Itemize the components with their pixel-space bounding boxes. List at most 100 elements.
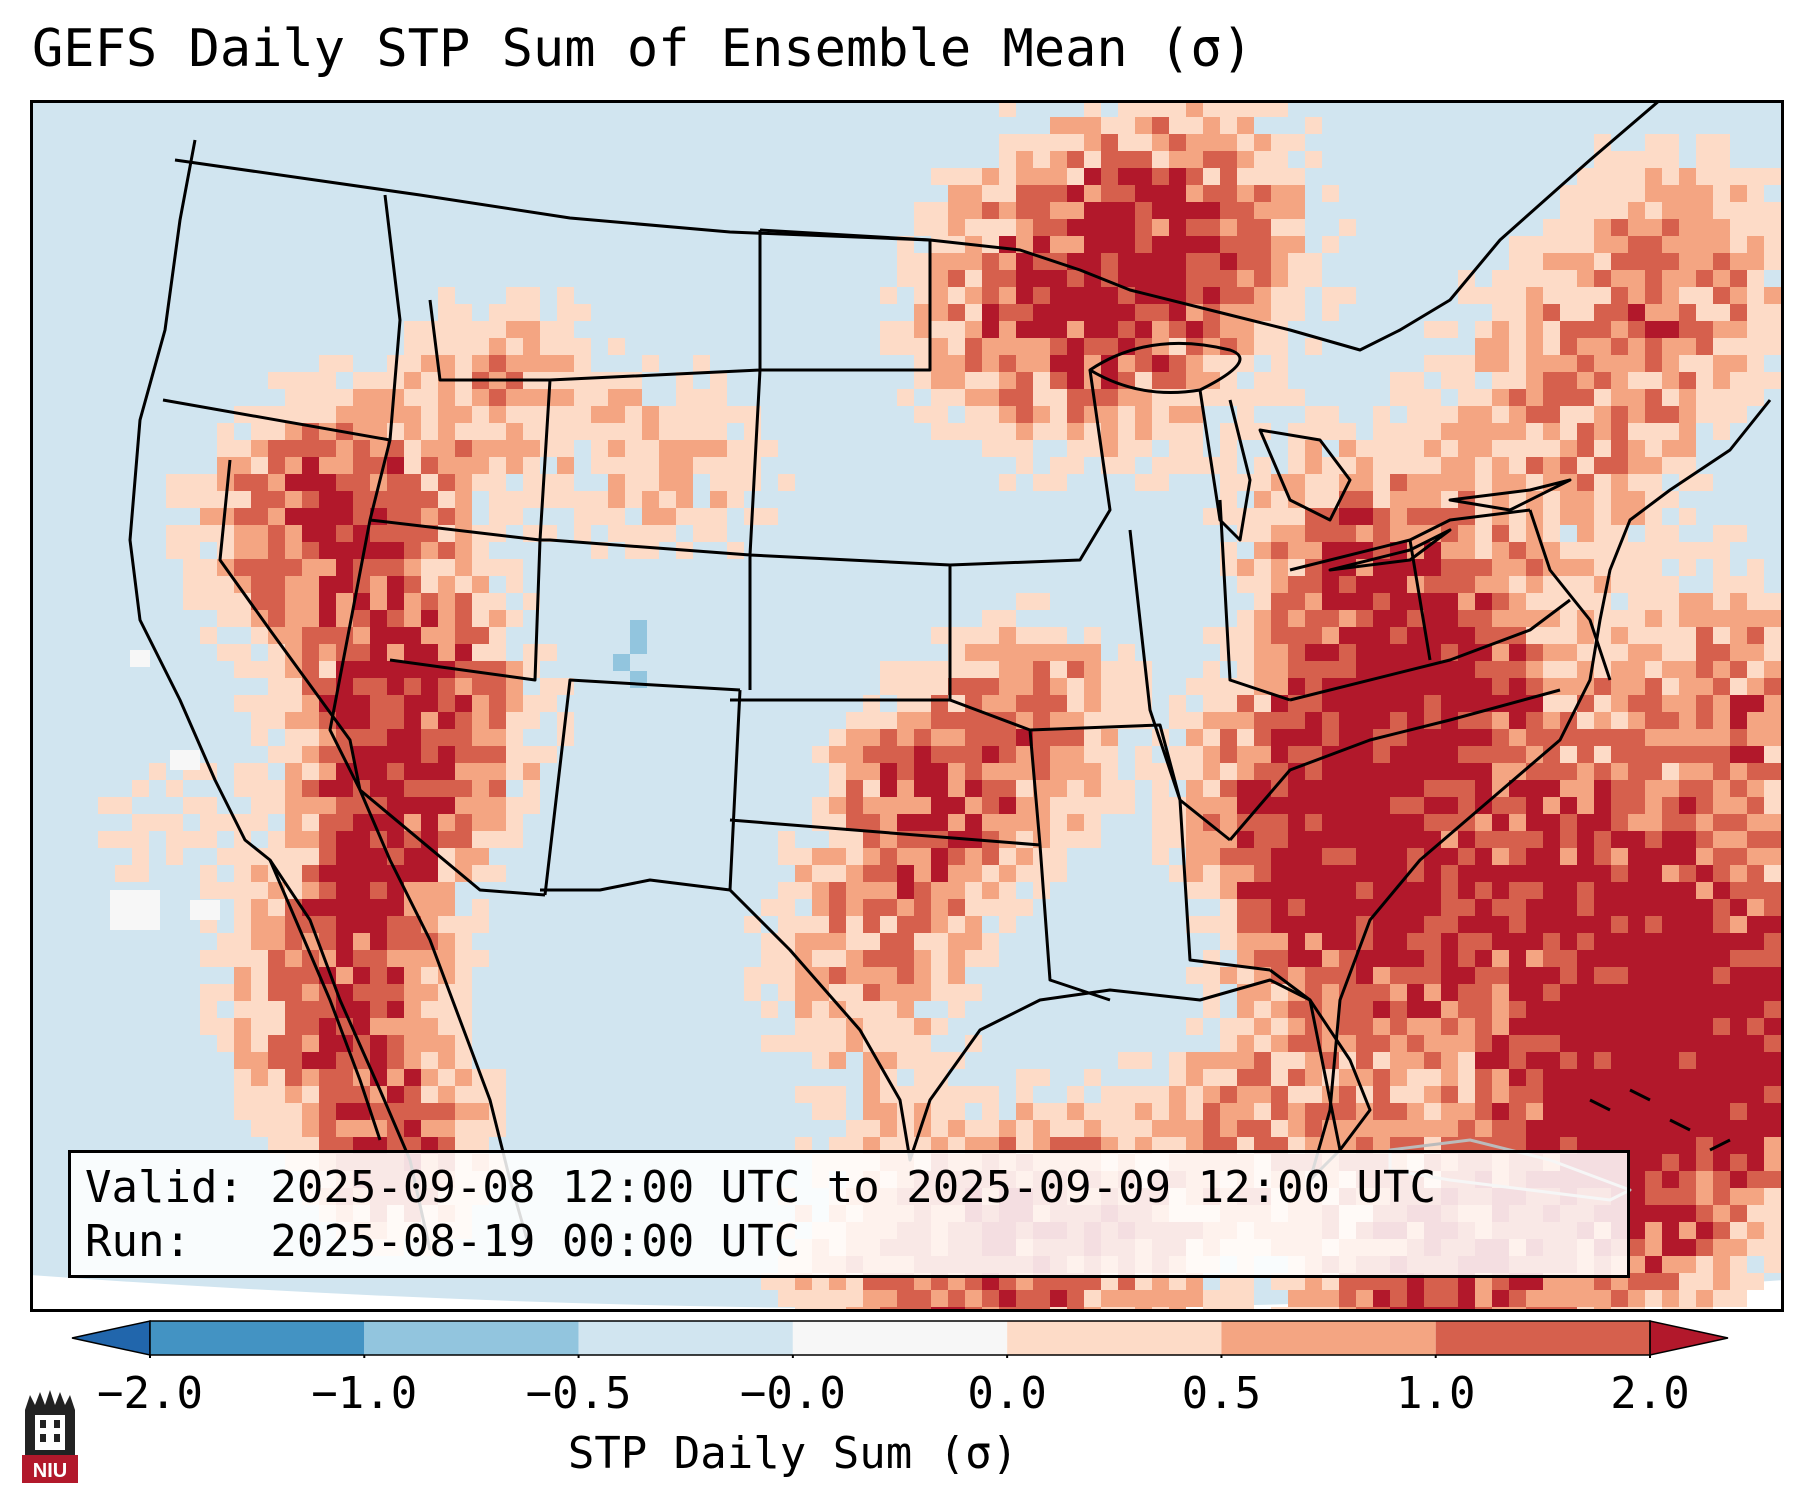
- anomaly-cell: [948, 814, 965, 831]
- anomaly-cell: [1152, 763, 1169, 780]
- anomaly-cell: [1424, 1052, 1441, 1069]
- anomaly-cell: [1577, 185, 1594, 202]
- anomaly-cell: [1492, 270, 1509, 287]
- anomaly-cell: [1747, 678, 1764, 695]
- anomaly-cell: [1509, 559, 1526, 576]
- anomaly-cell: [1679, 627, 1696, 644]
- anomaly-cell: [778, 1290, 795, 1307]
- anomaly-cell: [1696, 1035, 1713, 1052]
- anomaly-cell: [982, 440, 999, 457]
- anomaly-cell: [1509, 1103, 1526, 1120]
- anomaly-cell: [1016, 814, 1033, 831]
- anomaly-cell: [914, 253, 931, 270]
- anomaly-cell: [948, 219, 965, 236]
- anomaly-cell: [1764, 814, 1781, 831]
- anomaly-cell: [285, 780, 302, 797]
- anomaly-cell: [1764, 1120, 1781, 1137]
- anomaly-cell: [251, 1069, 268, 1086]
- anomaly-cell: [1594, 1069, 1611, 1086]
- anomaly-cell: [1084, 763, 1101, 780]
- anomaly-cell: [948, 661, 965, 678]
- anomaly-cell: [1696, 678, 1713, 695]
- anomaly-cell: [608, 338, 625, 355]
- anomaly-cell: [336, 1069, 353, 1086]
- anomaly-cell: [302, 695, 319, 712]
- anomaly-cell: [387, 950, 404, 967]
- anomaly-cell: [1577, 950, 1594, 967]
- anomaly-cell: [863, 1086, 880, 1103]
- anomaly-cell: [1424, 1018, 1441, 1035]
- anomaly-cell: [319, 593, 336, 610]
- anomaly-cell: [1339, 576, 1356, 593]
- anomaly-cell: [1033, 406, 1050, 423]
- anomaly-cell: [438, 423, 455, 440]
- anomaly-cell: [1407, 644, 1424, 661]
- anomaly-cell: [1747, 270, 1764, 287]
- anomaly-cell: [1458, 423, 1475, 440]
- anomaly-cell: [166, 474, 183, 491]
- anomaly-cell: [1254, 168, 1271, 185]
- anomaly-cell: [1509, 831, 1526, 848]
- anomaly-cell: [557, 406, 574, 423]
- anomaly-cell: [1016, 1069, 1033, 1086]
- anomaly-cell: [285, 491, 302, 508]
- anomaly-cell: [1016, 678, 1033, 695]
- anomaly-cell: [1594, 355, 1611, 372]
- anomaly-cell: [1730, 661, 1747, 678]
- anomaly-cell: [1237, 219, 1254, 236]
- anomaly-cell: [1356, 899, 1373, 916]
- anomaly-cell: [897, 967, 914, 984]
- anomaly-cell: [1322, 287, 1339, 304]
- anomaly-cell: [1560, 287, 1577, 304]
- anomaly-cell: [404, 967, 421, 984]
- anomaly-cell: [1254, 610, 1271, 627]
- anomaly-cell: [1577, 474, 1594, 491]
- anomaly-cell: [1560, 814, 1577, 831]
- anomaly-cell: [1679, 1188, 1696, 1205]
- anomaly-cell: [1577, 797, 1594, 814]
- anomaly-cell: [1169, 1103, 1186, 1120]
- anomaly-cell: [302, 1069, 319, 1086]
- anomaly-cell: [1713, 746, 1730, 763]
- anomaly-cell: [1084, 185, 1101, 202]
- anomaly-cell: [1288, 236, 1305, 253]
- anomaly-cell: [200, 559, 217, 576]
- anomaly-cell: [1050, 1137, 1067, 1154]
- anomaly-cell: [1203, 185, 1220, 202]
- anomaly-cell: [455, 865, 472, 882]
- anomaly-cell: [829, 1137, 846, 1154]
- anomaly-cell: [404, 1120, 421, 1137]
- anomaly-cell: [523, 457, 540, 474]
- anomaly-cell: [1067, 168, 1084, 185]
- anomaly-cell: [1033, 780, 1050, 797]
- anomaly-cell: [404, 950, 421, 967]
- anomaly-cell: [200, 984, 217, 1001]
- anomaly-cell: [931, 1018, 948, 1035]
- anomaly-cell: [387, 1052, 404, 1069]
- anomaly-cell: [1764, 967, 1781, 984]
- anomaly-cell: [268, 1120, 285, 1137]
- anomaly-cell: [1322, 865, 1339, 882]
- anomaly-cell: [1186, 168, 1203, 185]
- anomaly-cell: [574, 372, 591, 389]
- anomaly-cell: [489, 321, 506, 338]
- anomaly-cell: [1628, 1171, 1645, 1188]
- anomaly-cell: [438, 1035, 455, 1052]
- anomaly-cell: [1203, 848, 1220, 865]
- anomaly-cell: [489, 712, 506, 729]
- anomaly-cell: [1662, 372, 1679, 389]
- anomaly-cell: [1509, 542, 1526, 559]
- anomaly-cell: [1016, 644, 1033, 661]
- anomaly-cell: [999, 610, 1016, 627]
- anomaly-cell: [1339, 797, 1356, 814]
- anomaly-cell: [1645, 695, 1662, 712]
- anomaly-cell: [744, 967, 761, 984]
- anomaly-cell: [1441, 695, 1458, 712]
- anomaly-cell: [1475, 950, 1492, 967]
- anomaly-cell: [1271, 185, 1288, 202]
- anomaly-cell: [1237, 100, 1254, 117]
- anomaly-cell: [1679, 712, 1696, 729]
- anomaly-cell: [1407, 1086, 1424, 1103]
- anomaly-cell: [1305, 338, 1322, 355]
- anomaly-cell: [1305, 848, 1322, 865]
